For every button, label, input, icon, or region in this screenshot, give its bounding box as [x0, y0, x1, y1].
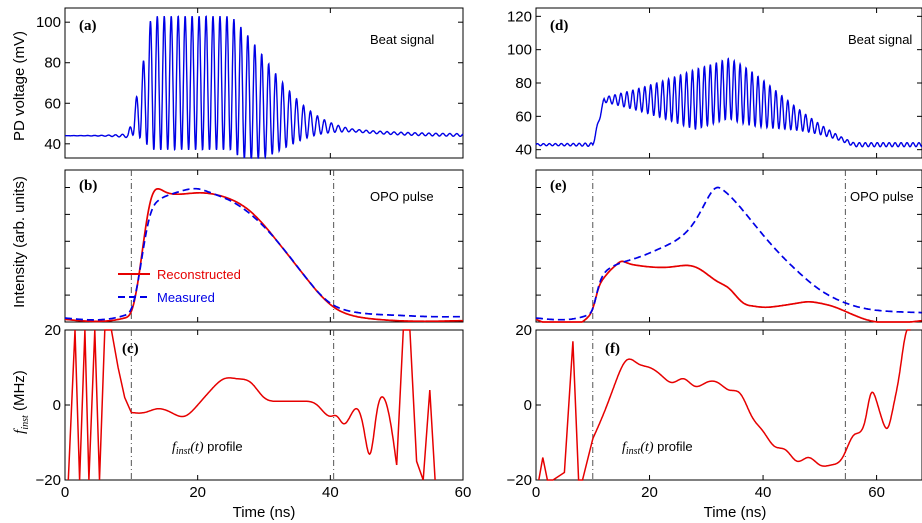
xtick-label-c-0: 0: [61, 484, 69, 501]
annotation-f-word: profile: [654, 439, 693, 454]
annotation-f-sub: inst: [626, 446, 641, 457]
annotation-beat-signal-a: Beat signal: [370, 32, 434, 47]
series-finst-f: [592, 329, 911, 467]
panel-label-c: (c): [122, 341, 139, 357]
plot-frame-a: [64, 7, 464, 159]
annotation-beat-signal-d: Beat signal: [848, 32, 912, 47]
annotation-opo-pulse-b: OPO pulse: [370, 189, 434, 204]
ytick-label-d-120: 120: [507, 8, 532, 25]
annotation-f-t: (t): [640, 440, 654, 455]
xtick-label-c-60: 60: [455, 484, 472, 501]
series-beat-signal-d: [535, 57, 922, 148]
annotation-finst-profile-f: finst(t) profile: [622, 439, 693, 457]
ylabel-pd-voltage: PD voltage (mV): [11, 31, 28, 141]
annotation-c-f: f: [172, 440, 178, 455]
ytick-label-f-0: 0: [524, 397, 532, 414]
panel-label-b: (b): [79, 178, 97, 194]
panel-label-e: (e): [550, 178, 567, 194]
annotation-c-word: profile: [204, 439, 243, 454]
xlabel-left: Time (ns): [233, 504, 296, 521]
annotation-f-f: f: [622, 440, 628, 455]
ytick-label-d-40: 40: [515, 142, 532, 159]
legend: Reconstructed Measured: [118, 267, 241, 305]
series-reconstructed-b: [64, 188, 463, 323]
ytick-label-c-20: 20: [44, 322, 61, 339]
series-finst-c: [131, 377, 398, 466]
annotation-opo-pulse-e: OPO pulse: [850, 189, 914, 204]
legend-label-measured: Measured: [157, 290, 215, 305]
series-measured-b: [64, 187, 463, 321]
annotation-c-sub: inst: [176, 446, 191, 457]
series-finst-noise-c: [67, 329, 132, 481]
series-reconstructed-e: [535, 260, 922, 323]
ytick-label-c-0: 0: [53, 397, 61, 414]
plot-frame-f: [535, 329, 922, 481]
series-finst-noise-f: [538, 341, 594, 481]
ytick-label-f-20: 20: [515, 322, 532, 339]
panel-label-a: (a): [79, 18, 97, 34]
ytick-label-d-80: 80: [515, 75, 532, 92]
annotation-finst-profile-c: finst(t) profile: [172, 439, 243, 457]
ytick-label-a-60: 60: [44, 95, 61, 112]
ytick-label-d-100: 100: [507, 42, 532, 59]
xtick-label-f-20: 20: [641, 484, 658, 501]
annotation-c-t: (t): [190, 440, 204, 455]
ytick-label-a-40: 40: [44, 136, 61, 153]
ylabel-finst-f: f: [12, 428, 28, 434]
xlabel-right: Time (ns): [704, 504, 767, 521]
plot-frame-b: [64, 169, 464, 323]
xtick-label-c-40: 40: [322, 484, 339, 501]
ytick-label-a-80: 80: [44, 55, 61, 72]
xtick-label-f-0: 0: [532, 484, 540, 501]
series-measured-e: [535, 186, 922, 321]
legend-label-reconstructed: Reconstructed: [157, 267, 241, 282]
xtick-label-f-60: 60: [868, 484, 885, 501]
xtick-label-c-20: 20: [189, 484, 206, 501]
ylabel-finst: finst (MHz): [11, 370, 31, 434]
series-finst-noise-c: [395, 329, 436, 481]
plot-frame-e: [535, 169, 922, 323]
xtick-label-f-40: 40: [755, 484, 772, 501]
panel-label-f: (f): [605, 341, 620, 357]
ylabel-finst-sub: inst: [20, 415, 31, 430]
ytick-label-a-100: 100: [36, 14, 61, 31]
ylabel-finst-unit: (MHz): [11, 370, 28, 415]
ytick-label-f--20: −20: [507, 472, 532, 489]
panel-label-d: (d): [550, 18, 568, 34]
ytick-label-d-60: 60: [515, 108, 532, 125]
series-beat-signal-a: [65, 15, 464, 160]
ytick-label-c--20: −20: [36, 472, 61, 489]
ylabel-intensity: Intensity (arb. units): [11, 176, 28, 308]
